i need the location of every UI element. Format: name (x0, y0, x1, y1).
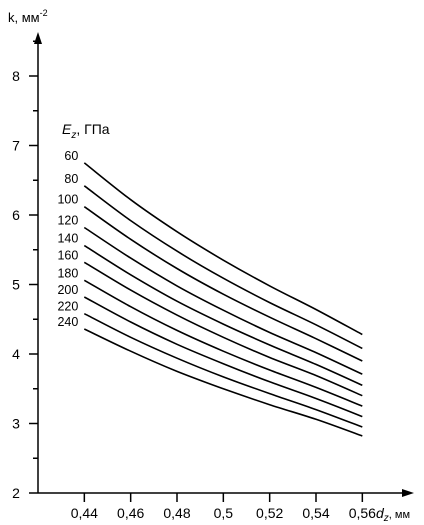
x-tick-label: 0,44 (71, 505, 98, 521)
series-label-160: 160 (57, 248, 78, 262)
y-tick-label: 6 (12, 207, 20, 223)
series-curves (83, 162, 363, 437)
series-label-60: 60 (64, 149, 78, 163)
series-curve-160 (83, 261, 363, 397)
series-curve-220 (83, 312, 363, 428)
series-label-200: 200 (57, 283, 78, 297)
x-tick-label: 0,5 (214, 505, 234, 521)
y-tick-label: 4 (12, 346, 20, 362)
y-tick-label: 7 (12, 138, 20, 154)
series-label-140: 140 (57, 232, 78, 246)
y-tick-label: 8 (12, 68, 20, 84)
series-label-240: 240 (57, 315, 78, 329)
series-curve-240 (83, 328, 363, 437)
series-label-120: 120 (57, 214, 78, 228)
series-curve-200 (83, 296, 363, 418)
y-tick-label: 3 (12, 416, 20, 432)
y-axis-arrow-icon (34, 32, 42, 44)
x-tick-label: 0,48 (163, 505, 190, 521)
series-curve-60 (83, 162, 363, 336)
series-curve-100 (83, 206, 363, 362)
legend-title: Ez, ГПа (62, 121, 110, 141)
x-axis-arrow-icon (402, 489, 414, 497)
series-curve-180 (83, 279, 363, 407)
y-axis-title: k, мм-2 (8, 8, 48, 25)
series-curve-140 (83, 244, 363, 387)
x-tick-label: 0,56 (349, 505, 376, 521)
series-label-180: 180 (57, 266, 78, 280)
x-axis-title: dz, мм (376, 505, 410, 524)
series-label-80: 80 (64, 172, 78, 186)
y-tick-label: 5 (12, 277, 20, 293)
x-tick-label: 0,46 (117, 505, 144, 521)
series-curve-120 (83, 226, 363, 375)
y-tick-label: 2 (12, 485, 20, 501)
series-curve-80 (83, 185, 363, 350)
x-tick-label: 0,52 (256, 505, 283, 521)
series-label-100: 100 (57, 193, 78, 207)
x-tick-label: 0,54 (302, 505, 329, 521)
axis-ticks: 2 3 4 5 6 7 8 0,44 0,46 0,48 0,5 0,52 0,54 0,56 (12, 40, 376, 521)
series-label-220: 220 (57, 300, 78, 314)
